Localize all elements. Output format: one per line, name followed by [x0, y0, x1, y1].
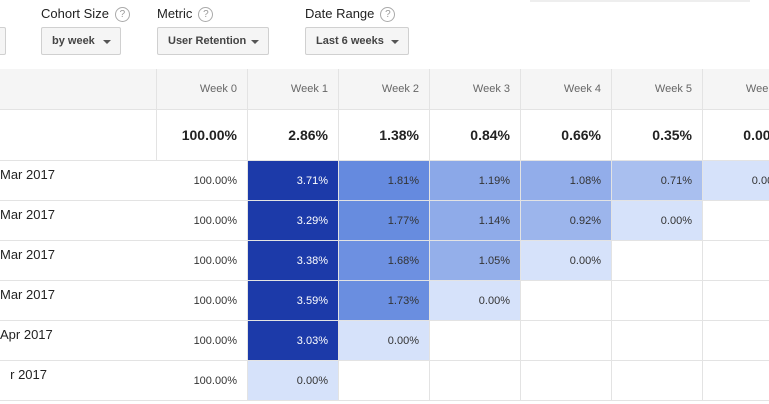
empty-cell: [521, 281, 612, 321]
total-value: 0.84%: [430, 110, 521, 161]
empty-cell: [612, 281, 703, 321]
dropdown-value: Last 6 weeks: [316, 35, 384, 47]
retention-cell: 3.29%: [248, 201, 339, 241]
retention-cell: 0.00%: [703, 161, 769, 201]
label-text: Cohort Size: [41, 6, 109, 21]
column-header: Week 0: [157, 69, 248, 110]
retention-cell: 3.71%: [248, 161, 339, 201]
empty-cell: [612, 241, 703, 281]
retention-cell: 0.92%: [521, 201, 612, 241]
retention-cell: 0.00%: [612, 201, 703, 241]
row-label: Mar 2017: [0, 161, 157, 201]
dropdown[interactable]: Last 6 weeks: [305, 27, 409, 55]
retention-cell: 0.00%: [521, 241, 612, 281]
empty-cell: [521, 321, 612, 361]
caret: [251, 40, 259, 44]
retention-cell: 1.14%: [430, 201, 521, 241]
dropdown[interactable]: [0, 27, 6, 55]
row-label: Mar 2017: [0, 201, 157, 241]
dropdown-value: by week: [52, 35, 95, 47]
retention-cell: 3.03%: [248, 321, 339, 361]
empty-cell: [521, 361, 612, 401]
row-label: Mar 2017: [0, 281, 157, 321]
empty-cell: [703, 241, 769, 281]
column-header: Week 1: [248, 69, 339, 110]
column-header: Week 5: [612, 69, 703, 110]
dropdown-value: User Retention: [168, 35, 247, 47]
empty-cell: [703, 281, 769, 321]
retention-cell: 1.05%: [430, 241, 521, 281]
column-header: Week 6: [703, 69, 769, 110]
total-value: 100.00%: [157, 110, 248, 161]
total-value: 0.00%: [703, 110, 769, 161]
retention-cell: 3.59%: [248, 281, 339, 321]
empty-cell: [703, 361, 769, 401]
column-header: Week 2: [339, 69, 430, 110]
help-icon: ?: [114, 7, 130, 23]
empty-cell: [339, 361, 430, 401]
caret: [103, 40, 111, 44]
retention-cell: 1.19%: [430, 161, 521, 201]
retention-cell: 100.00%: [157, 321, 248, 361]
retention-cell: 0.71%: [612, 161, 703, 201]
retention-cell: 1.68%: [339, 241, 430, 281]
empty-cell: [612, 361, 703, 401]
row-label: Mar 2017: [0, 241, 157, 281]
control-label: Cohort Size?: [41, 6, 130, 23]
retention-cell: 3.38%: [248, 241, 339, 281]
column-header: Week 3: [430, 69, 521, 110]
total-value: 2.86%: [248, 110, 339, 161]
empty-cell: [703, 321, 769, 361]
dropdown[interactable]: by week: [41, 27, 121, 55]
total-value: 0.35%: [612, 110, 703, 161]
dropdown[interactable]: User Retention: [157, 27, 269, 55]
retention-cell: 1.81%: [339, 161, 430, 201]
totals-label-cell: [0, 110, 157, 161]
empty-cell: [612, 321, 703, 361]
label-text: Metric: [157, 6, 193, 21]
total-value: 1.38%: [339, 110, 430, 161]
divider: [530, 0, 750, 2]
control-label: Date Range?: [305, 6, 396, 23]
empty-cell: [430, 361, 521, 401]
total-value: 0.66%: [521, 110, 612, 161]
caret: [391, 40, 399, 44]
retention-cell: 1.08%: [521, 161, 612, 201]
header-label-cell: [0, 69, 157, 110]
retention-cell: 100.00%: [157, 201, 248, 241]
help-icon: ?: [380, 7, 396, 23]
retention-cell: 100.00%: [157, 241, 248, 281]
retention-cell: 100.00%: [157, 161, 248, 201]
retention-cell: 100.00%: [157, 281, 248, 321]
row-label: Apr 2017: [0, 321, 157, 361]
retention-cell: 0.00%: [430, 281, 521, 321]
retention-cell: 100.00%: [157, 361, 248, 401]
control-label: Metric?: [157, 6, 214, 23]
column-header: Week 4: [521, 69, 612, 110]
retention-cell: 1.77%: [339, 201, 430, 241]
row-label: r 2017: [0, 361, 157, 401]
help-icon: ?: [198, 7, 214, 23]
retention-cell: 0.00%: [339, 321, 430, 361]
retention-cell: 1.73%: [339, 281, 430, 321]
retention-cell: 0.00%: [248, 361, 339, 401]
empty-cell: [430, 321, 521, 361]
empty-cell: [703, 201, 769, 241]
label-text: Date Range: [305, 6, 375, 21]
